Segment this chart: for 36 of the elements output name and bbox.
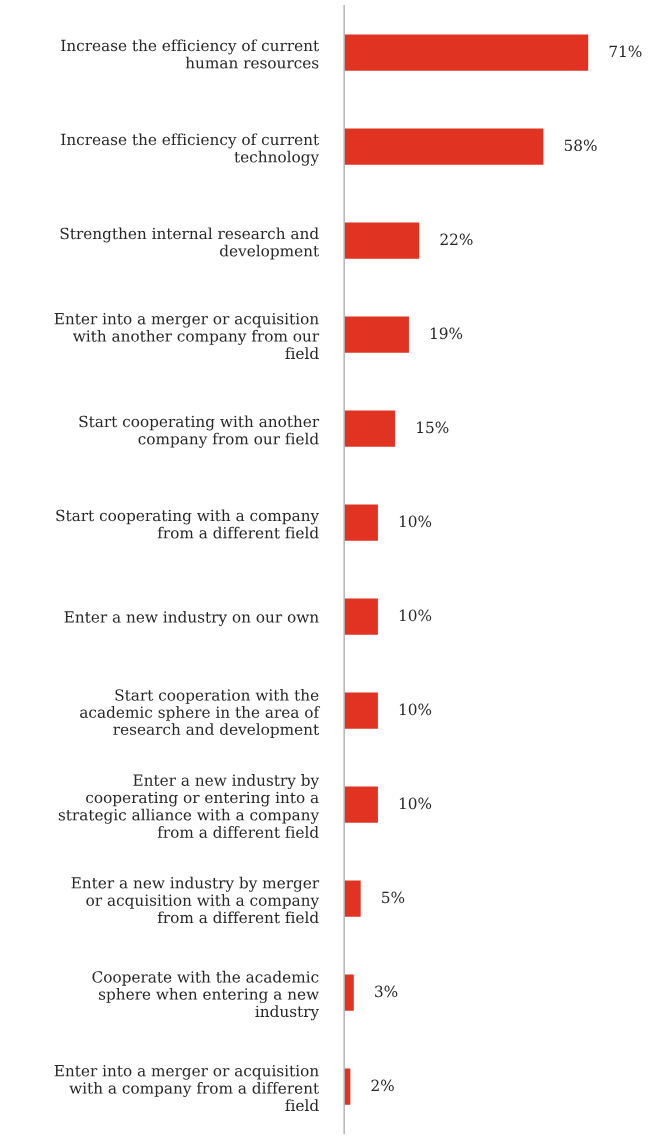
y-tick-label: Enter into a merger or acquisition with another company from our field — [54, 312, 320, 360]
data-label: 10% — [399, 797, 432, 810]
bar — [344, 879, 363, 919]
data-label: 2% — [371, 1079, 394, 1092]
bar — [344, 597, 380, 637]
bar — [344, 503, 380, 543]
bar — [344, 127, 545, 167]
bar — [344, 691, 380, 731]
y-tick-label: Enter a new industry by merger or acquisition with a company from a different field — [71, 876, 320, 924]
y-tick-label: Start cooperation with the academic sphere in the area of research and development — [80, 688, 321, 738]
data-label: 58% — [564, 139, 597, 152]
bar — [344, 33, 590, 73]
y-tick-label: Enter into a merger or acquisition with a company from a different field — [54, 1065, 320, 1112]
bar — [344, 221, 421, 261]
y-tick-label: Strengthen internal research and development — [60, 227, 320, 260]
data-label: 10% — [399, 609, 432, 622]
data-label: 10% — [399, 703, 432, 716]
y-tick-label: Enter a new industry on our own — [64, 610, 319, 626]
bar — [344, 409, 397, 449]
bar — [344, 1067, 352, 1107]
y-tick-label: Start cooperating with another company from our field — [79, 415, 320, 448]
bar — [344, 785, 380, 825]
y-tick-label: Increase the efficiency of current human resources — [61, 39, 320, 69]
data-label: 10% — [399, 515, 432, 528]
data-label: 71% — [609, 45, 642, 58]
data-label: 19% — [430, 327, 463, 340]
data-label: 3% — [375, 985, 398, 998]
y-tick-label: Cooperate with the academic sphere when entering a new industry — [92, 970, 320, 1021]
data-label: 15% — [417, 421, 449, 434]
y-tick-label: Start cooperating with a company from a different field — [56, 509, 320, 539]
y-tick-label: Enter a new industry by cooperating or entering into a strategic alliance with a company from a different field — [58, 774, 320, 838]
data-label: 22% — [440, 233, 473, 246]
bar — [344, 973, 356, 1013]
y-tick-label: Increase the efficiency of current technology — [61, 133, 320, 166]
bar — [344, 315, 411, 355]
data-label: 5% — [382, 891, 405, 904]
